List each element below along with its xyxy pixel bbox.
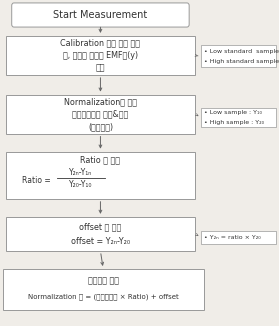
Text: • Y₂ₙ = ratio × Y₂₀: • Y₂ₙ = ratio × Y₂₀ xyxy=(204,235,260,240)
FancyBboxPatch shape xyxy=(6,217,195,251)
Text: Normalization을 위한: Normalization을 위한 xyxy=(64,97,137,106)
FancyBboxPatch shape xyxy=(3,269,204,310)
Text: Y₂ₙ-Y₁ₙ: Y₂ₙ-Y₁ₙ xyxy=(69,168,93,177)
FancyBboxPatch shape xyxy=(6,95,195,134)
Text: • Low standard  sample : Y₁ₙ: • Low standard sample : Y₁ₙ xyxy=(204,49,279,54)
FancyBboxPatch shape xyxy=(6,36,195,75)
Text: • High standard sample : Y₂ₙ: • High standard sample : Y₂ₙ xyxy=(204,59,279,64)
FancyBboxPatch shape xyxy=(6,152,195,199)
Text: offset 값 계산: offset 값 계산 xyxy=(79,222,122,231)
Text: Start Measurement: Start Measurement xyxy=(53,10,148,20)
Text: Ratio 값 계산: Ratio 값 계산 xyxy=(80,155,121,164)
FancyBboxPatch shape xyxy=(201,108,276,127)
Text: Calibration 식에 의한 저농: Calibration 식에 의한 저농 xyxy=(61,38,140,48)
Text: 도, 고농도 샘플의 EMF값(y): 도, 고농도 샘플의 EMF값(y) xyxy=(63,51,138,60)
Text: • Low sample : Y₁₀: • Low sample : Y₁₀ xyxy=(204,110,262,115)
Text: • High sample : Y₂₀: • High sample : Y₂₀ xyxy=(204,120,264,125)
Text: offset = Y₂ₙ-Y₂₀: offset = Y₂ₙ-Y₂₀ xyxy=(71,237,130,246)
Text: 계산: 계산 xyxy=(96,63,105,72)
FancyBboxPatch shape xyxy=(12,3,189,27)
Text: Y₂₀-Y₁₀: Y₂₀-Y₁₀ xyxy=(69,180,93,189)
Text: 측정샘플 투입: 측정샘플 투입 xyxy=(88,277,119,286)
Text: (복합용액): (복합용액) xyxy=(88,122,113,131)
FancyBboxPatch shape xyxy=(201,231,276,244)
Text: Ratio =: Ratio = xyxy=(22,176,53,185)
FancyBboxPatch shape xyxy=(201,45,276,67)
Text: Normalization 값 = (샘플측정값 × Ratio) + offset: Normalization 값 = (샘플측정값 × Ratio) + offs… xyxy=(28,293,179,300)
Text: 측정용액샘플 투입&측정: 측정용액샘플 투입&측정 xyxy=(72,110,129,119)
